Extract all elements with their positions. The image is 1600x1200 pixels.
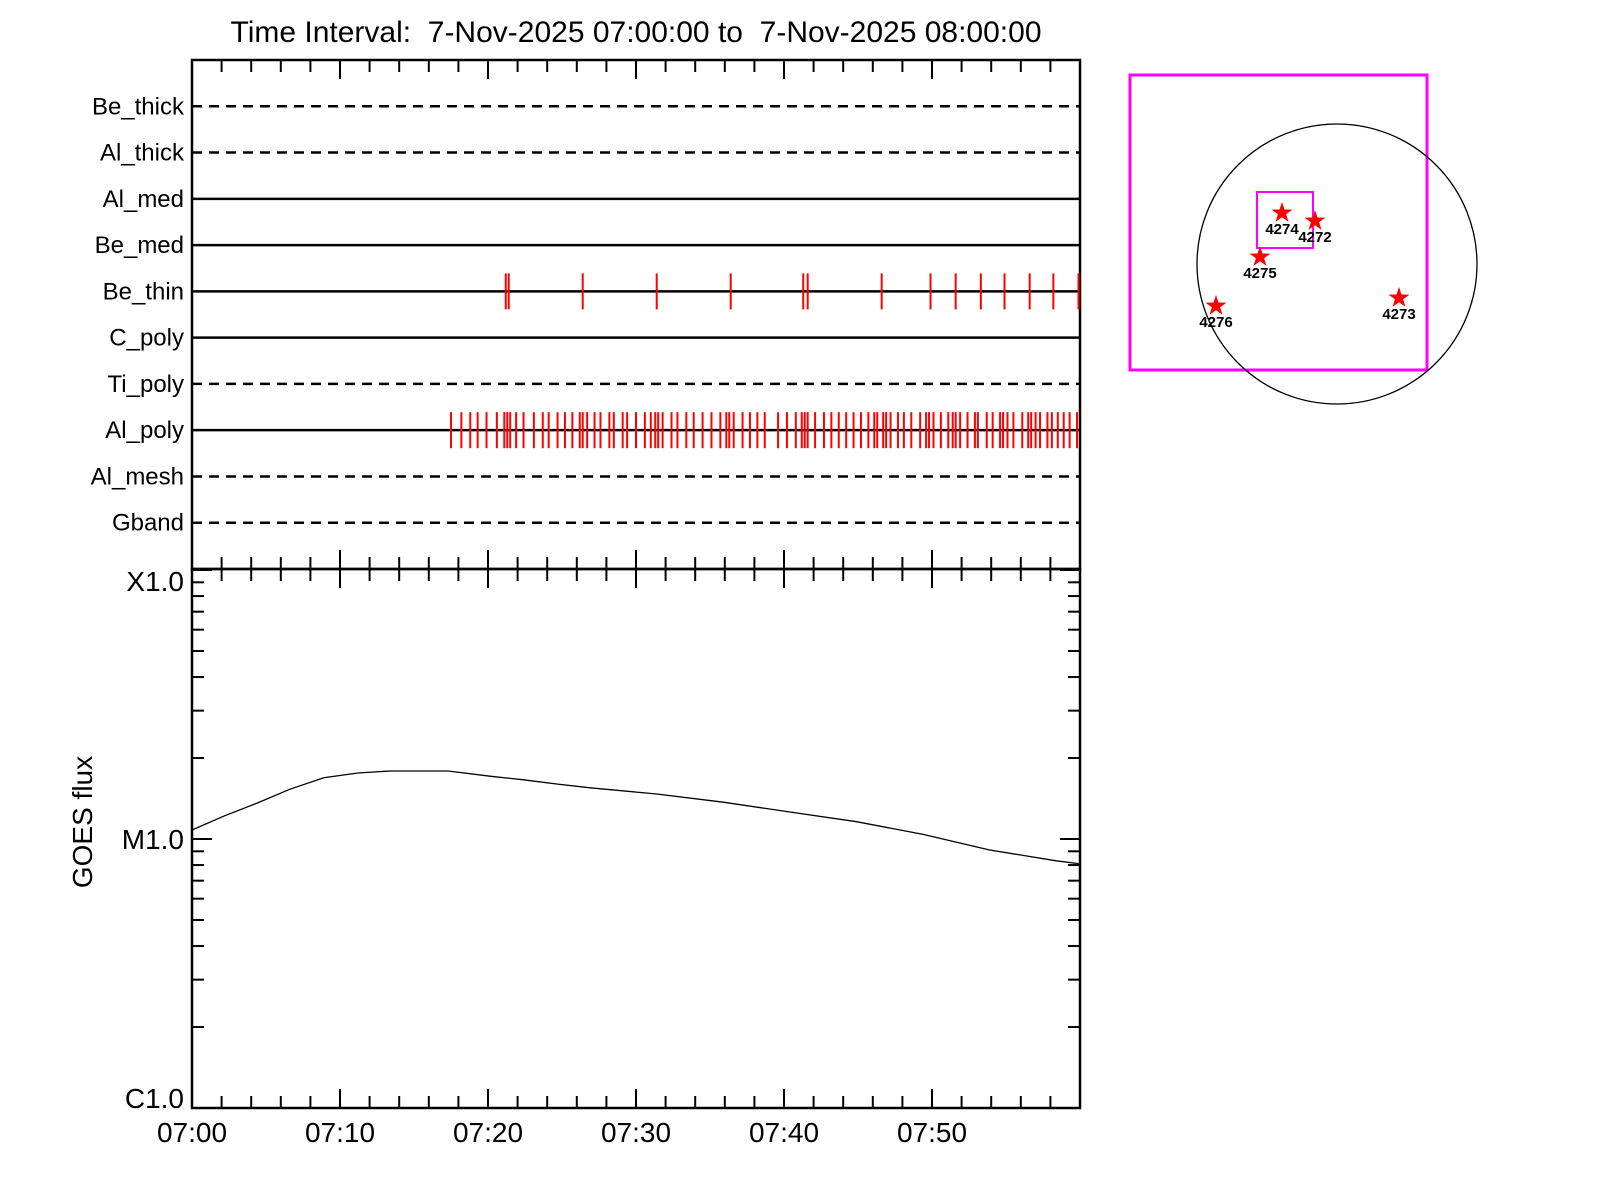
active-region-label-4274: 4274 [1265, 221, 1299, 238]
filter-row-label-Be_thick: Be_thick [92, 93, 185, 120]
active-region-label-4272: 4272 [1298, 229, 1331, 246]
fov-box-outer [1128, 73, 1429, 372]
x-tick-label-07:10: 07:10 [305, 1117, 375, 1148]
goes-panel: X1.0 M1.0 C1.007:00 07:10 07:20 07:30 07:40 07:… [67, 566, 1082, 1148]
filter-row-label-Be_thin: Be_thin [103, 278, 184, 305]
x-tick-label-07:30: 07:30 [601, 1117, 671, 1148]
active-region-star-4274 [1271, 202, 1293, 222]
y-tick-label-X1.0: X1.0 [126, 566, 184, 597]
goes-curve [191, 770, 1079, 865]
filter-row-label-C_poly: C_poly [109, 325, 184, 352]
active-region-star-4273 [1388, 287, 1410, 307]
goes-frame [190, 567, 1082, 1110]
filter-row-label-Al_mesh: Al_mesh [91, 463, 184, 490]
filter-row-label-Al_thick: Al_thick [100, 140, 185, 167]
solar-map: 4274 4272 4275 4276 4273 [1128, 73, 1478, 405]
filter-row-label-Ti_poly: Ti_poly [108, 371, 184, 398]
x-tick-label-07:40: 07:40 [749, 1117, 819, 1148]
filter-row-label-Gband: Gband [112, 510, 184, 537]
active-region-label-4276: 4276 [1199, 314, 1232, 331]
active-region-star-4276 [1205, 295, 1227, 315]
active-region-label-4275: 4275 [1243, 265, 1276, 282]
y-tick-label-M1.0: M1.0 [122, 824, 184, 855]
filter-row-label-Al_poly: Al_poly [105, 417, 184, 444]
timeline-frame [190, 58, 1082, 571]
y-tick-label-C1.0: C1.0 [125, 1083, 184, 1114]
active-region-label-4273: 4273 [1382, 306, 1415, 323]
x-tick-label-07:20: 07:20 [453, 1117, 523, 1148]
x-tick-label-07:00: 07:00 [157, 1117, 227, 1148]
filter-row-label-Be_med: Be_med [95, 232, 184, 259]
filter-row-label-Al_med: Al_med [103, 186, 184, 213]
solar-disk [1196, 123, 1478, 405]
timeline-panel: Be_thick Al_thick Al_med Be_med Be_thin C_pol… [91, 58, 1082, 571]
goes-flux-axis-label: GOES flux [67, 756, 98, 888]
active-region-star-4272 [1304, 210, 1326, 230]
plot-title: Time Interval: 7-Nov-2025 07:00:00 to 7-… [230, 16, 1042, 49]
active-region-star-4275 [1249, 246, 1271, 266]
x-tick-label-07:50: 07:50 [897, 1117, 967, 1148]
